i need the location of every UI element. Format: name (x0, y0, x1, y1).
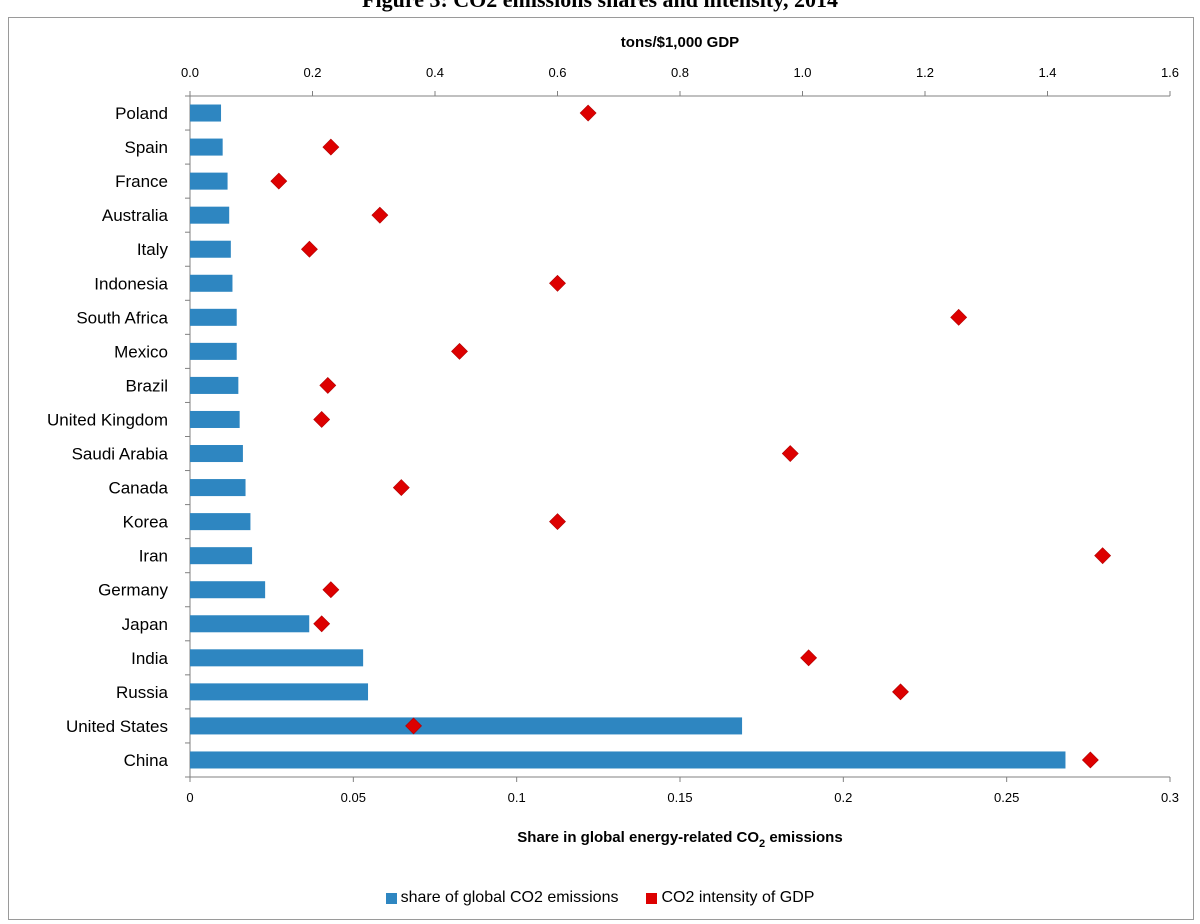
category-label: Indonesia (94, 274, 168, 293)
category-label: Korea (123, 513, 169, 532)
legend-swatch-bar (385, 892, 397, 904)
category-label: Saudi Arabia (72, 445, 169, 464)
legend-item-share: share of global CO2 emissions (385, 889, 619, 907)
bar-share (190, 308, 237, 326)
legend-label-share: share of global CO2 emissions (400, 889, 619, 906)
top-tick-label: 0.0 (181, 65, 199, 80)
top-tick-label: 0.2 (303, 65, 321, 80)
bottom-tick-label: 0.05 (341, 790, 366, 805)
chart-title-partial: Figure 3: CO2 emissions shares and inten… (0, 0, 1200, 13)
marker-intensity (579, 104, 597, 122)
top-tick-label: 1.2 (916, 65, 934, 80)
bottom-tick-label: 0.15 (667, 790, 692, 805)
bar-share (190, 206, 230, 224)
marker-intensity (301, 240, 318, 258)
marker-intensity (549, 274, 566, 292)
marker-intensity (270, 172, 288, 190)
marker-intensity (322, 138, 340, 156)
bar-share (190, 445, 243, 463)
bar-share (190, 240, 231, 258)
bar-share (190, 683, 369, 701)
category-label: United States (66, 717, 168, 736)
bar-share (190, 138, 223, 156)
marker-intensity (313, 411, 331, 428)
marker-intensity (405, 717, 422, 735)
category-label: France (115, 172, 168, 191)
category-label: Australia (102, 206, 169, 225)
marker-intensity (371, 206, 389, 224)
bar-share (190, 479, 246, 497)
bar-share (190, 410, 240, 428)
category-label: Russia (116, 683, 169, 702)
marker-intensity (1094, 547, 1112, 565)
bar-share (190, 717, 743, 735)
top-tick-label: 1.6 (1161, 65, 1179, 80)
bar-share (190, 581, 266, 599)
category-label: India (131, 649, 168, 668)
marker-intensity (322, 581, 340, 599)
category-label: Spain (125, 138, 168, 157)
bar-share (190, 615, 310, 633)
marker-intensity (313, 615, 331, 633)
bar-share (190, 751, 1066, 769)
category-label: South Africa (76, 308, 168, 327)
bar-share (190, 376, 239, 394)
top-tick-label: 1.4 (1038, 65, 1056, 80)
bottom-tick-label: 0.3 (1161, 790, 1179, 805)
top-tick-label: 0.4 (426, 65, 444, 80)
top-axis-title: tons/$1,000 GDP (621, 34, 739, 51)
marker-intensity (451, 342, 468, 360)
marker-intensity (781, 445, 799, 462)
bar-share (190, 547, 253, 565)
category-label: Japan (122, 615, 168, 634)
category-label: Italy (137, 240, 169, 259)
legend-swatch-marker (646, 892, 658, 904)
legend: share of global CO2 emissions CO2 intens… (0, 889, 1200, 907)
marker-intensity (319, 377, 337, 394)
marker-intensity (549, 513, 566, 531)
bottom-tick-label: 0.1 (508, 790, 526, 805)
category-label: Germany (98, 581, 168, 600)
category-label: Mexico (114, 342, 168, 361)
legend-item-intensity: CO2 intensity of GDP (646, 889, 814, 907)
top-tick-label: 0.6 (548, 65, 566, 80)
bottom-axis-title: Share in global energy-related CO2 emiss… (517, 829, 842, 850)
category-label: Canada (108, 479, 168, 498)
bottom-tick-label: 0.25 (994, 790, 1019, 805)
bar-share (190, 274, 233, 292)
marker-intensity (800, 649, 818, 667)
category-label: United Kingdom (47, 410, 168, 429)
category-label: China (124, 751, 169, 770)
bar-share (190, 342, 237, 360)
marker-intensity (1081, 751, 1099, 769)
category-label: Brazil (125, 376, 168, 395)
marker-intensity (950, 308, 968, 326)
bar-share (190, 513, 251, 531)
bottom-tick-label: 0.2 (834, 790, 852, 805)
bottom-tick-label: 0 (186, 790, 193, 805)
legend-label-intensity: CO2 intensity of GDP (661, 889, 815, 906)
category-label: Poland (115, 104, 168, 123)
category-label: Iran (139, 547, 168, 566)
bar-share (190, 172, 228, 190)
marker-intensity (392, 479, 410, 496)
top-tick-label: 1.0 (793, 65, 811, 80)
chart-frame (8, 17, 1194, 920)
top-tick-label: 0.8 (671, 65, 689, 80)
bar-share (190, 649, 364, 667)
marker-intensity (892, 683, 909, 701)
bar-share (190, 104, 222, 122)
